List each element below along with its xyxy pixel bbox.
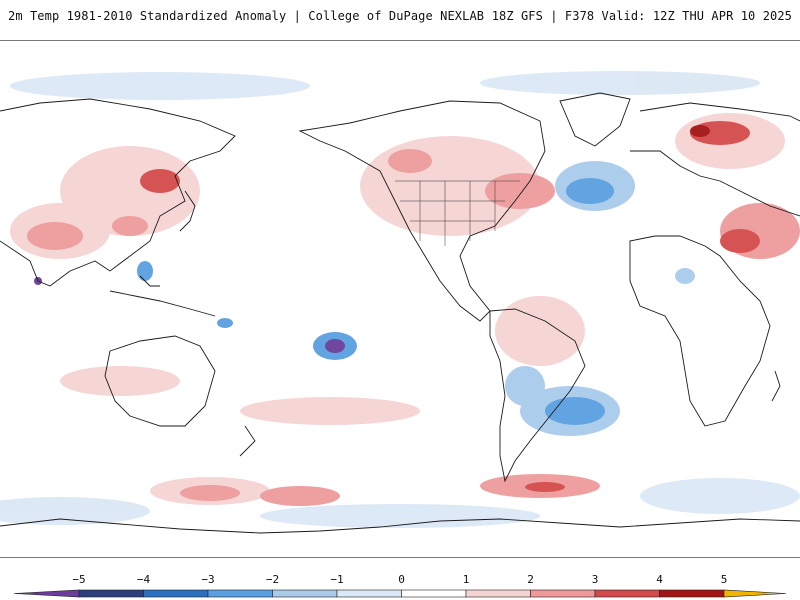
colorbar-tick-label: −4: [137, 573, 151, 586]
colorbar-segment: [594, 589, 660, 598]
colorbar-tick-label: 3: [592, 573, 599, 586]
colorbar-svg: −5 −4 −3 −2 −1 0 1 2 3 4 5: [13, 573, 787, 598]
colorbar-segment: [207, 589, 273, 598]
colorbar-segment: [465, 589, 531, 598]
coastlines: [0, 92, 800, 534]
colorbar-tick-label: 0: [398, 573, 405, 586]
colorbar-segment-above-5: [723, 589, 787, 598]
colorbar-segment-below-minus5: [13, 589, 80, 598]
map-title: 2m Temp 1981-2010 Standardized Anomaly |…: [8, 9, 485, 23]
header-bar: 2m Temp 1981-2010 Standardized Anomaly |…: [0, 0, 800, 32]
colorbar-tick-label: −3: [201, 573, 214, 586]
colorbar-segment: [530, 589, 596, 598]
colorbar-legend: −5 −4 −3 −2 −1 0 1 2 3 4 5: [0, 564, 800, 600]
colorbar-tick-label: 1: [463, 573, 470, 586]
model-run-info: 18Z GFS | F378 Valid: 12Z THU APR 10 202…: [491, 9, 792, 23]
colorbar-segment: [272, 589, 338, 598]
colorbar-tick-label: 5: [721, 573, 728, 586]
map-canvas: [0, 41, 800, 557]
colorbar-tick-label: −5: [72, 573, 85, 586]
colorbar-segment: [401, 589, 467, 598]
colorbar-segment: [659, 589, 725, 598]
colorbar-tick-label: −2: [266, 573, 279, 586]
colorbar-segment: [78, 589, 144, 598]
colorbar-tick-label: 2: [527, 573, 534, 586]
colorbar-segment: [143, 589, 209, 598]
colorbar-segment: [336, 589, 402, 598]
colorbar-tick-label: −1: [330, 573, 343, 586]
state-borders: [395, 180, 520, 246]
colorbar-tick-label: 4: [656, 573, 663, 586]
anomaly-map: [0, 40, 800, 558]
